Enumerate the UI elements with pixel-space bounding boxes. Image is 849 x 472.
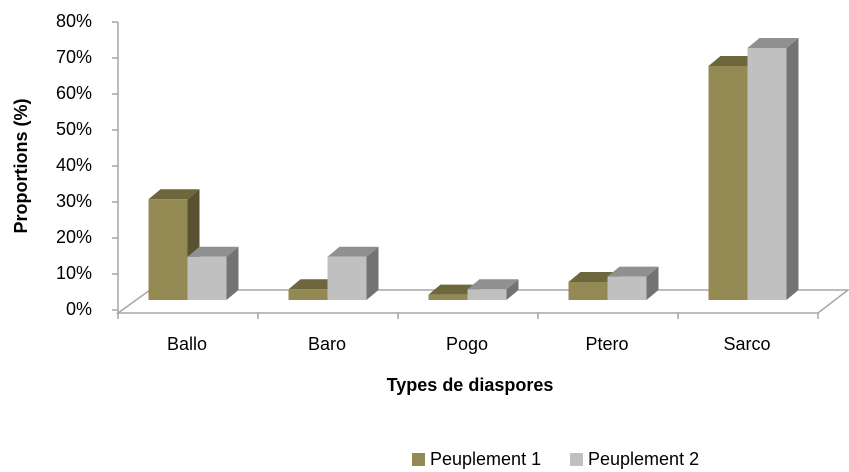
x-tick-label: Pogo (446, 334, 488, 354)
bar-face (467, 289, 507, 300)
bar-face (708, 56, 760, 66)
bar-face (428, 284, 480, 295)
bar-face (506, 279, 519, 300)
bar-face (708, 66, 748, 300)
bar-face (607, 276, 647, 300)
legend-swatch (570, 453, 583, 466)
x-tick-label: Ptero (585, 334, 628, 354)
bar (607, 266, 659, 300)
legend-label: Peuplement 2 (588, 449, 699, 469)
x-axis-title: Types de diaspores (387, 375, 554, 395)
bar-face (327, 246, 379, 257)
bar-face (568, 272, 620, 282)
bar-face (646, 266, 659, 300)
bar-face (607, 266, 659, 277)
legend-swatch (412, 453, 425, 466)
y-tick-label: 0% (66, 299, 92, 319)
bar-face (747, 38, 799, 48)
y-tick-label: 40% (56, 155, 92, 175)
y-tick-label: 80% (56, 11, 92, 31)
bar-face (187, 256, 227, 300)
y-tick-label: 70% (56, 47, 92, 67)
y-tick-label: 30% (56, 191, 92, 211)
bar (288, 279, 340, 300)
y-tick-label: 10% (56, 263, 92, 283)
bar (467, 279, 519, 300)
x-tick-label: Baro (308, 334, 346, 354)
bar-face (366, 246, 379, 300)
bar-face (327, 256, 367, 300)
bar-face (467, 279, 519, 290)
bar-face (288, 289, 328, 300)
x-tick-label: Ballo (167, 334, 207, 354)
bar (568, 272, 620, 300)
bar-face (187, 246, 239, 257)
bar-face (226, 246, 239, 300)
bar-face (568, 282, 608, 300)
y-axis-title: Proportions (%) (11, 99, 31, 234)
y-tick-label: 20% (56, 227, 92, 247)
y-tick-label: 50% (56, 119, 92, 139)
bar-face (786, 38, 799, 300)
bar (327, 246, 379, 300)
bar-face (747, 48, 787, 300)
bar (187, 246, 239, 300)
bar-face (288, 279, 340, 290)
bar-face (148, 199, 188, 300)
y-tick-label: 60% (56, 83, 92, 103)
bar (747, 38, 799, 300)
x-tick-label: Sarco (723, 334, 770, 354)
bar-face (428, 294, 468, 300)
bar-face (148, 189, 200, 200)
legend-label: Peuplement 1 (430, 449, 541, 469)
